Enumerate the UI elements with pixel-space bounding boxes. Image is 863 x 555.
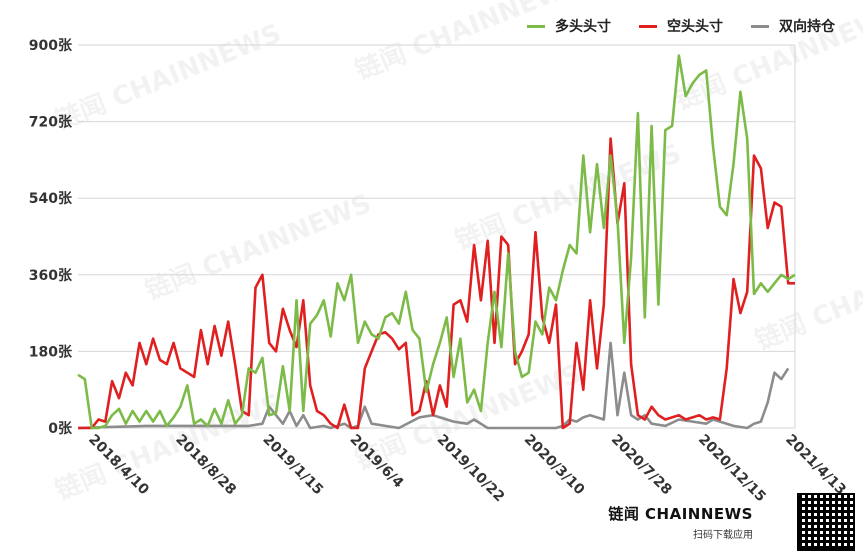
x-tick-label: 2019/10/22 [434, 432, 508, 506]
legend-swatch-short [639, 24, 657, 28]
legend: 多头头寸 空头头寸 双向持仓 [527, 16, 835, 36]
legend-swatch-both [751, 24, 769, 28]
y-axis-ticks: 0张 180张 360张 540张 720张 900张 [29, 38, 73, 437]
x-tick-label: 2020/7/28 [608, 432, 675, 499]
brand-logo: 链闻 CHAINNEWS 扫码下载应用 [608, 503, 753, 541]
series-line-1 [78, 137, 795, 430]
x-tick-label: 2020/3/10 [521, 432, 588, 499]
series-line-2 [77, 341, 790, 430]
brand-name: 链闻 CHAINNEWS [608, 505, 753, 523]
legend-swatch-long [527, 24, 545, 28]
x-tick-label: 2019/1/15 [259, 432, 326, 499]
qr-code-icon [797, 493, 855, 551]
y-tick-label: 720张 [29, 115, 73, 131]
y-tick-label: 180张 [29, 344, 73, 360]
x-tick-label: 2021/4/13 [782, 432, 849, 499]
watermark-text: 链闻 CHAINNEWS [351, 0, 585, 86]
legend-item-both: 双向持仓 [751, 16, 835, 36]
legend-label-both: 双向持仓 [779, 19, 835, 35]
legend-label-long: 多头头寸 [555, 19, 611, 35]
y-tick-label: 900张 [29, 38, 73, 54]
y-tick-label: 0张 [48, 421, 73, 437]
y-tick-label: 360张 [29, 268, 73, 284]
x-tick-label: 2020/12/15 [695, 432, 769, 506]
brand-subtitle: 扫码下载应用 [693, 530, 753, 541]
series-line-0 [77, 54, 796, 430]
legend-item-short: 空头头寸 [639, 16, 723, 36]
y-tick-label: 540张 [29, 191, 73, 207]
watermark-text: 链闻 CHAINNEWS [51, 18, 285, 137]
watermark-text: 链闻 CHAINNEWS [751, 238, 863, 357]
legend-item-long: 多头头寸 [527, 16, 611, 36]
series-layer [77, 54, 796, 430]
legend-label-short: 空头头寸 [667, 19, 723, 35]
